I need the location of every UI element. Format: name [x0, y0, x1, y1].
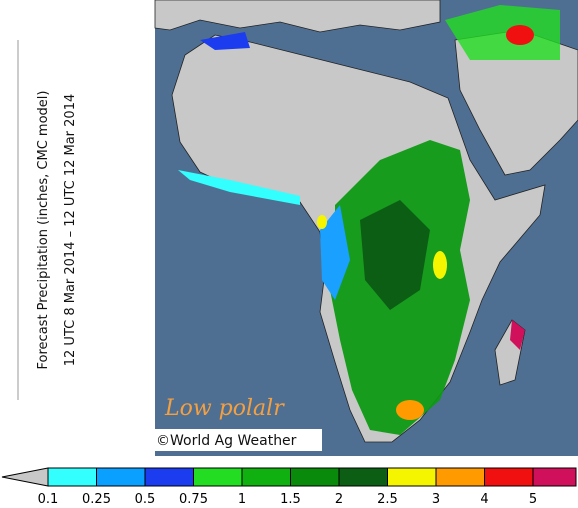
colorbar-label: 4: [480, 492, 488, 507]
colorbar-label: 0.75: [179, 492, 208, 507]
copyright-box: [150, 429, 322, 451]
colorbar-segment: [290, 467, 340, 487]
colorbar-segment: [484, 467, 534, 487]
rain-area: [178, 170, 300, 205]
colorbar-segment: [96, 467, 146, 487]
rain-area: [445, 5, 560, 60]
colorbar-arrow: [1, 467, 49, 487]
colorbar-segment: [241, 467, 291, 487]
colorbar: 0.1 0.25 0.5 0.75 1 1.5 2 2.5 3 4 5: [1, 467, 577, 507]
title-line: Forecast Precipitation (inches, CMC mode…: [36, 91, 51, 370]
annotation: Low polalr: [164, 396, 285, 421]
colorbar-label: 2.5: [377, 492, 398, 507]
rain-spot: [433, 251, 447, 279]
colorbar-segment: [387, 467, 437, 487]
colorbar-segment: [47, 467, 97, 487]
colorbar-segment: [435, 467, 485, 487]
copyright: ©World Ag Weather: [156, 433, 297, 449]
colorbar-label: 5: [529, 492, 537, 507]
colorbar-segment: [193, 467, 243, 487]
europe: [154, 0, 441, 33]
colorbar-label: 1.5: [280, 492, 301, 507]
rain-area: [200, 32, 250, 50]
colorbar-segment: [532, 467, 577, 487]
rain-spot: [396, 400, 424, 420]
rain-spot: [510, 320, 525, 350]
title-line: 12 UTC 8 Mar 2014 – 12 UTC 12 Mar 2014: [63, 94, 78, 367]
rain-spot: [506, 25, 534, 45]
colorbar-label: 0.5: [135, 492, 156, 507]
colorbar-label: 2: [335, 492, 343, 507]
colorbar-label: 3: [432, 492, 440, 507]
colorbar-label: 1: [238, 492, 246, 507]
map: [154, 0, 578, 456]
colorbar-label: 0.25: [82, 492, 111, 507]
colorbar-label: 0.1: [38, 492, 59, 507]
rain-area: [360, 200, 430, 310]
colorbar-segment: [144, 467, 194, 487]
colorbar-segment: [338, 467, 388, 487]
rain-spot: [317, 215, 327, 229]
rain-area: [320, 205, 350, 300]
